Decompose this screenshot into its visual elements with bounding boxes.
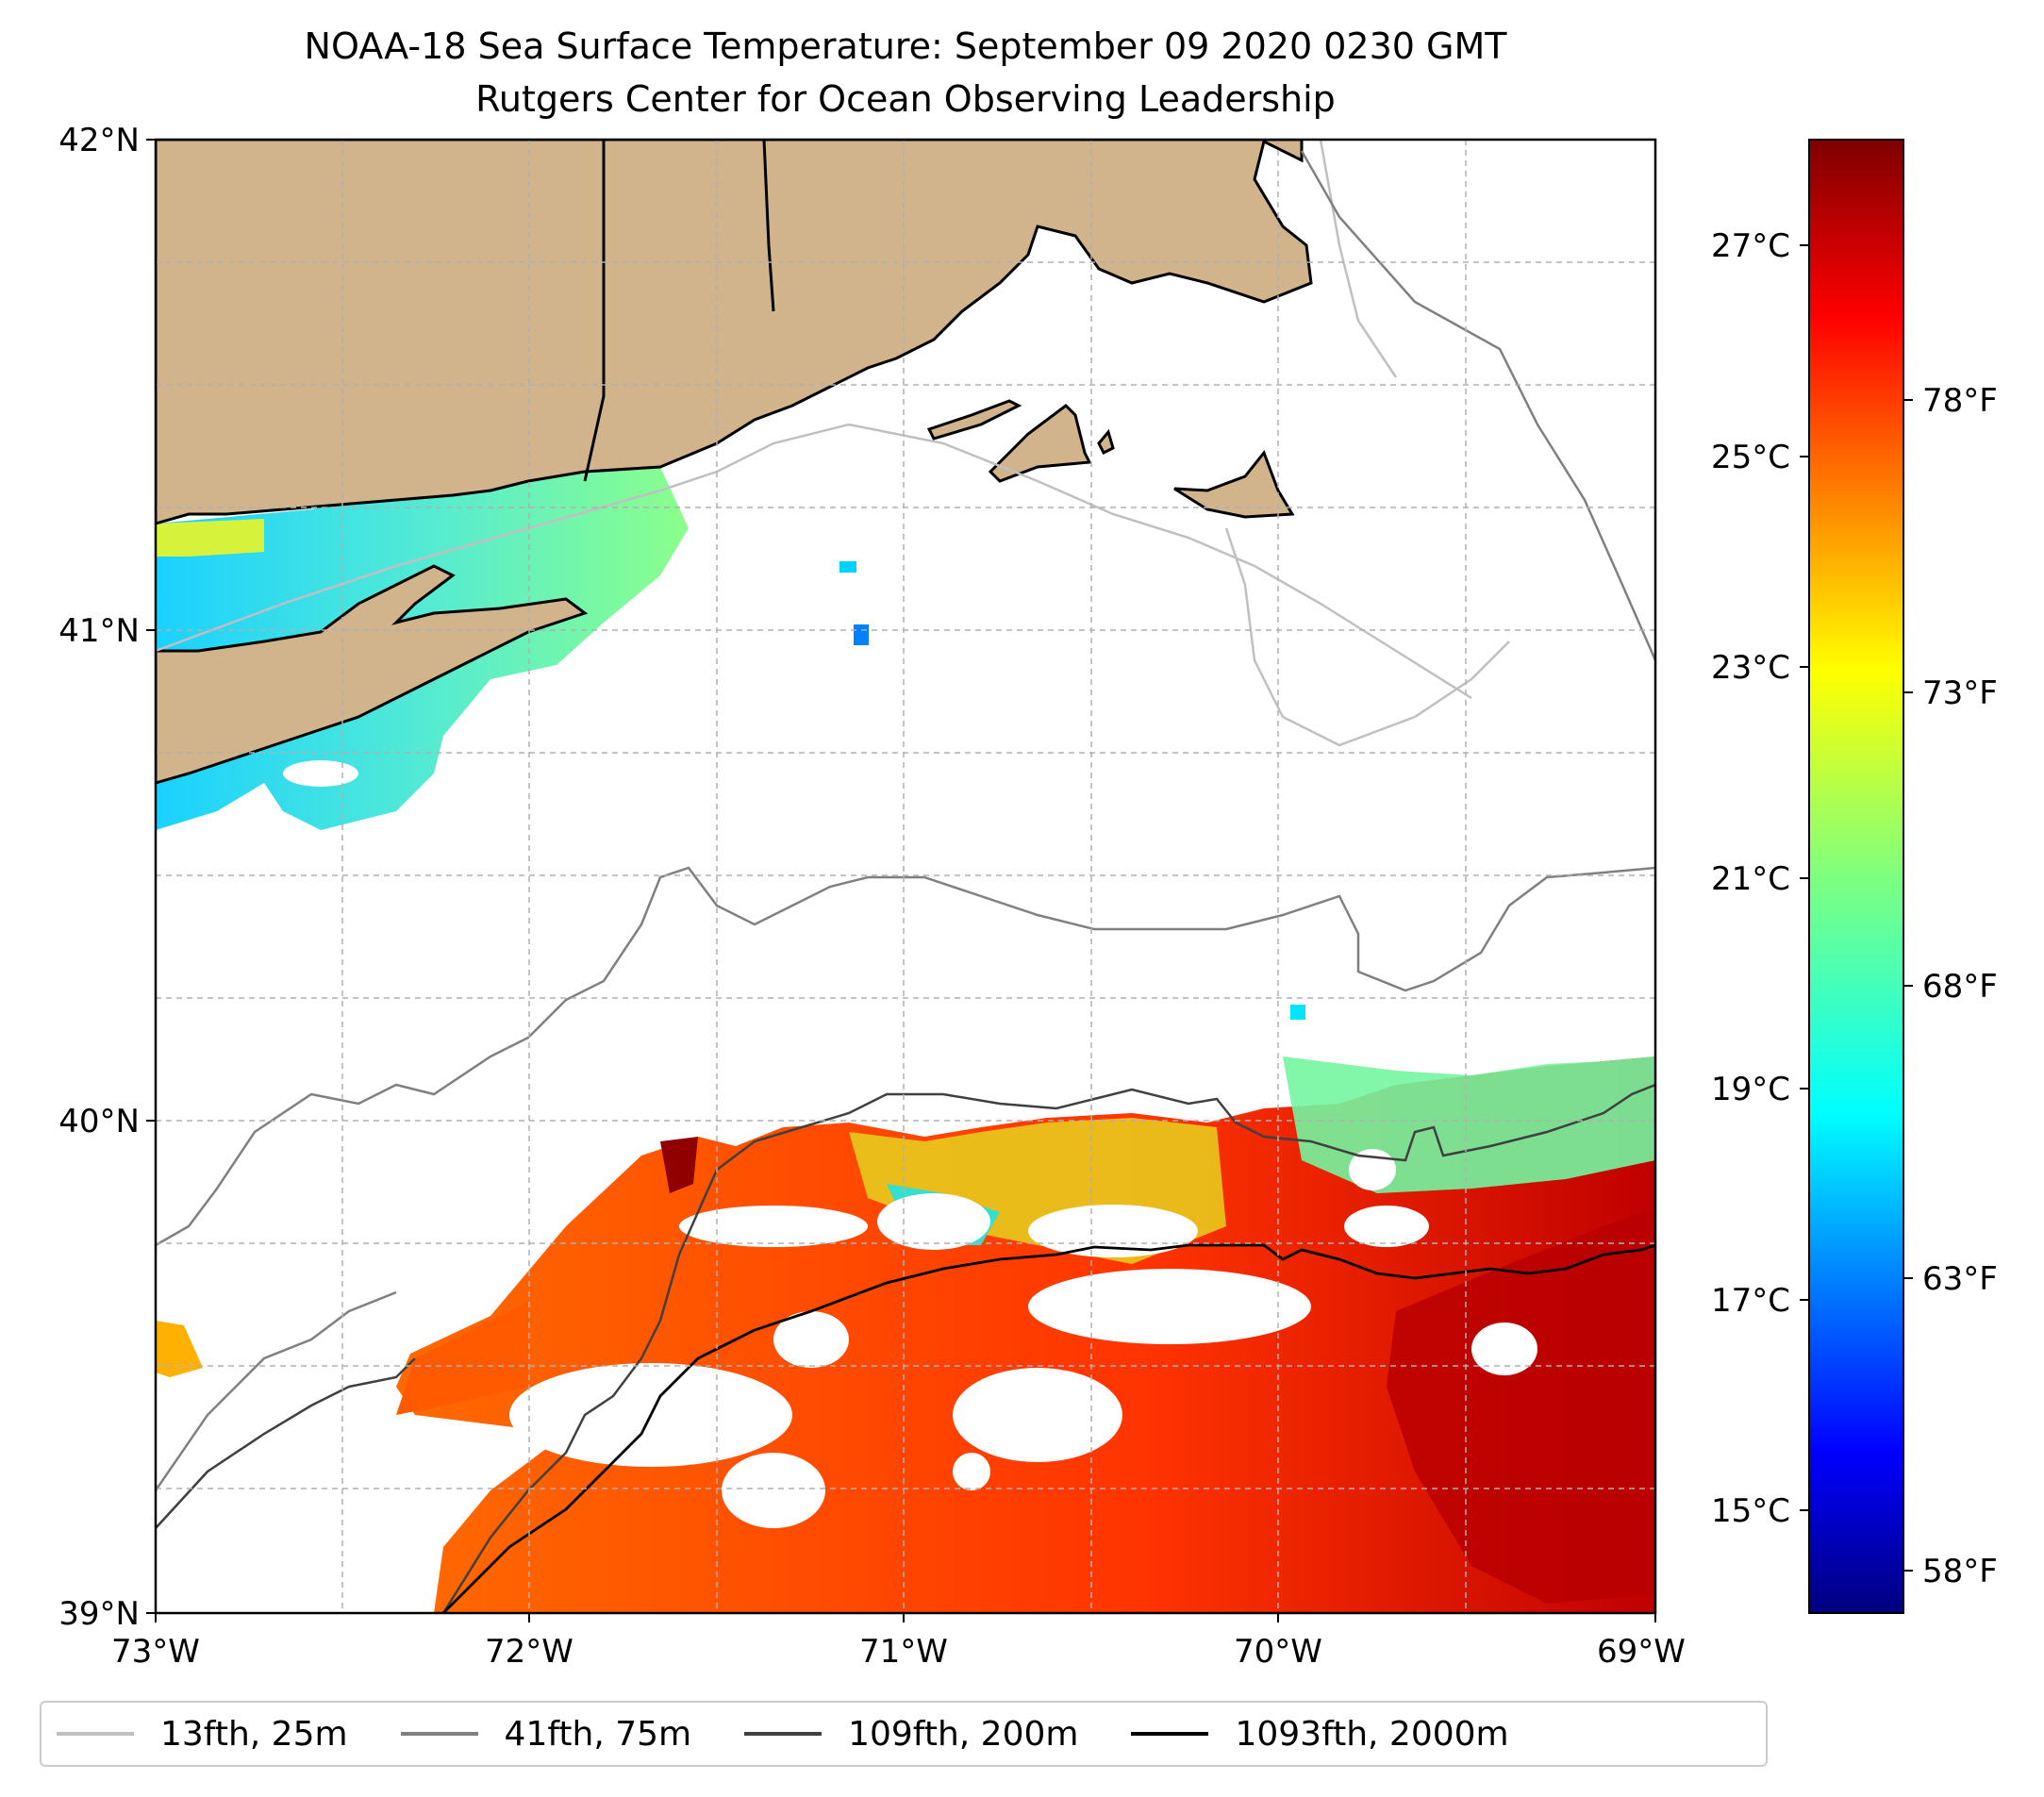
lon-label-69: 69°W [1597,1633,1686,1671]
land-long-island [156,564,589,785]
contour-25m [156,423,1472,700]
contour-75m-b [1300,150,1655,661]
legend-item-25m: 13fth, 25m [57,1715,348,1754]
sst-small-west [156,1321,203,1377]
celsius-label-19: 19°C [1711,1071,1790,1108]
longitude-labels: 73°W 72°W 71°W 70°W 69°W [111,1633,1686,1671]
colorbar-gradient [1808,139,1904,1614]
map-frame [154,138,1657,1615]
legend-label-75m: 41fth, 75m [504,1714,692,1754]
lon-label-72: 72°W [485,1633,573,1671]
sst-small-patch-1 [839,561,856,573]
fahrenheit-label-68: 68°F [1922,968,1998,1006]
contour-75m [156,866,1655,1247]
legend-swatch-200m [744,1732,823,1736]
land-new-england [156,140,1313,525]
sst-warm-mass [396,1057,1655,1613]
fahrenheit-label-73: 73°F [1922,674,1998,712]
colorbar-fahrenheit-ticks [1903,399,1913,1572]
state-border-ct-ri [583,140,606,482]
lat-label-41: 41°N [58,612,140,650]
celsius-label-17: 17°C [1711,1282,1790,1320]
legend-swatch-25m [57,1732,134,1736]
land-elizabeth-islands [926,399,1022,441]
fahrenheit-label-78: 78°F [1922,382,1998,420]
title-line-1: NOAA-18 Sea Surface Temperature: Septemb… [305,25,1508,67]
legend-label-200m: 109fth, 200m [848,1714,1079,1754]
legend-item-2000m: 1093fth, 2000m [1131,1714,1509,1754]
contour-200m-b [156,1357,416,1529]
bathymetry-contours [156,140,1655,1613]
legend-label-25m: 13fth, 25m [160,1714,348,1754]
legend-swatch-2000m [1131,1732,1209,1736]
fahrenheit-label-58: 58°F [1922,1553,1998,1590]
lon-label-71: 71°W [859,1633,948,1671]
contour-75m-c [156,1290,397,1491]
colorbar: 27°C 25°C 23°C 21°C 19°C 17°C 15°C 78°F … [1711,139,1998,1614]
legend-item-75m: 41fth, 75m [400,1714,692,1754]
celsius-label-23: 23°C [1711,649,1790,687]
sst-small-patch-2 [854,624,869,645]
land-nantucket [1173,450,1295,519]
lon-label-73: 73°W [111,1633,200,1671]
celsius-label-15: 15°C [1711,1492,1790,1530]
fahrenheit-label-63: 63°F [1922,1260,1998,1298]
lat-label-40: 40°N [58,1103,140,1140]
latitude-labels: 42°N 41°N 40°N 39°N [58,122,140,1633]
colorbar-fahrenheit-labels: 78°F 73°F 68°F 63°F 58°F [1922,382,1998,1590]
lat-label-42: 42°N [58,122,140,159]
legend-swatch-75m [400,1732,478,1736]
sst-hot-zone-east [1387,1207,1655,1604]
lat-label-39: 39°N [58,1595,140,1633]
legend-label-2000m: 1093fth, 2000m [1235,1714,1509,1754]
sst-small-patch-3 [1290,1005,1305,1020]
contour-legend: 13fth, 25m 41fth, 75m 109fth, 200m 1093f… [40,1701,1768,1767]
land-block-island [1097,428,1115,456]
contour-2000m [442,1243,1655,1613]
celsius-label-21: 21°C [1711,860,1790,898]
colorbar-celsius-ticks [1800,244,1809,1511]
map-gridlines [156,140,1655,1613]
map-ticks [146,139,1656,1622]
sst-hot-zone-north [660,1137,698,1193]
land-layer [156,140,1313,785]
celsius-label-25: 25°C [1711,439,1790,476]
contour-25m-c [1319,140,1398,378]
legend-item-200m: 109fth, 200m [744,1715,1078,1754]
colorbar-celsius-labels: 27°C 25°C 23°C 21°C 19°C 17°C 15°C [1711,227,1790,1530]
map-panel: 42°N 41°N 40°N 39°N 73°W 72°W 71°W 70°W … [58,122,1686,1671]
land-marthas-vineyard [988,404,1092,483]
contour-25m-b [1224,527,1510,747]
lon-label-70: 70°W [1234,1633,1322,1671]
sst-coastal-yellow [156,519,264,557]
contour-200m [441,1083,1655,1613]
sst-warm-west [396,1302,528,1415]
celsius-label-27: 27°C [1711,227,1790,265]
state-border-ri-ma [762,140,775,312]
title-line-2: Rutgers Center for Ocean Observing Leade… [475,78,1336,120]
